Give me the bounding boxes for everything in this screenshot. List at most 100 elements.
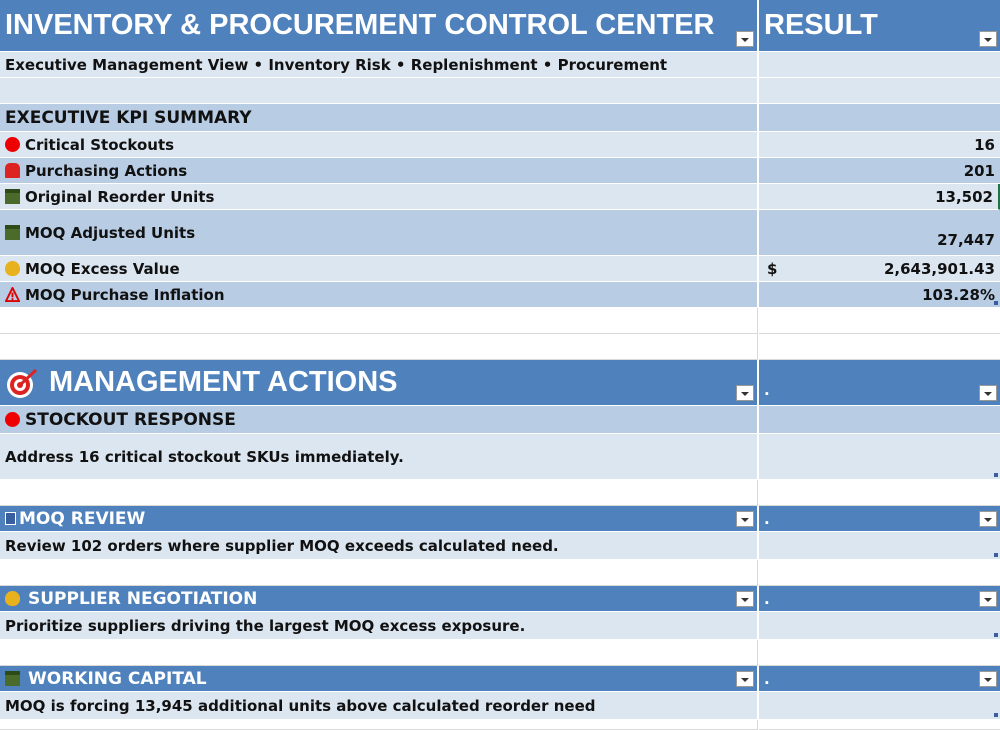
cell xyxy=(759,334,1000,360)
section-text-cell: Review 102 orders where supplier MOQ exc… xyxy=(0,532,757,560)
cell xyxy=(0,334,758,360)
kpi-label-cell: Critical Stockouts xyxy=(0,132,757,158)
filter-button[interactable] xyxy=(979,671,997,687)
currency: $ xyxy=(767,259,778,278)
section-text: Prioritize suppliers driving the largest… xyxy=(5,616,526,635)
marker: . xyxy=(764,381,770,399)
section-title-cell: STOCKOUT RESPONSE xyxy=(0,406,757,434)
cell xyxy=(759,640,1000,666)
kpi-value: 2,643,901.43 xyxy=(883,259,995,278)
filter-button[interactable] xyxy=(736,671,754,687)
marker-cell: . xyxy=(759,666,1000,692)
kpi-value: 13,502 xyxy=(935,187,993,206)
filter-button[interactable] xyxy=(736,385,754,401)
kpi-label: MOQ Excess Value xyxy=(25,259,180,278)
cell xyxy=(759,308,1000,334)
cell xyxy=(0,308,758,334)
icon xyxy=(5,225,20,240)
cell xyxy=(759,692,1000,720)
actions-heading: MANAGEMENT ACTIONS xyxy=(49,366,398,398)
section-text-cell: MOQ is forcing 13,945 additional units a… xyxy=(0,692,757,720)
kpi-value: 16 xyxy=(974,135,995,154)
filter-button[interactable] xyxy=(736,31,754,47)
title: INVENTORY & PROCUREMENT CONTROL CENTER xyxy=(5,9,715,41)
kpi-value-cell: $2,643,901.43 xyxy=(759,256,1000,282)
filter-button[interactable] xyxy=(979,591,997,607)
cell xyxy=(759,406,1000,434)
kpi-label-cell: MOQ Adjusted Units xyxy=(0,210,757,256)
marker: . xyxy=(764,589,770,608)
cell xyxy=(759,612,1000,640)
cell xyxy=(0,78,757,104)
filter-button[interactable] xyxy=(736,511,754,527)
icon xyxy=(5,512,16,525)
section-text: Address 16 critical stockout SKUs immedi… xyxy=(5,447,404,466)
icon xyxy=(5,137,20,152)
marker-cell: . xyxy=(759,586,1000,612)
marker: . xyxy=(764,669,770,688)
subtitle-cell: Executive Management View • Inventory Ri… xyxy=(0,52,757,78)
cell xyxy=(759,434,1000,480)
marker: . xyxy=(764,509,770,528)
kpi-value-cell: 27,447 xyxy=(759,210,1000,256)
cell xyxy=(759,480,1000,506)
filter-button[interactable] xyxy=(979,511,997,527)
icon xyxy=(5,591,20,606)
kpi-label-cell: Original Reorder Units xyxy=(0,184,757,210)
kpi-label-cell: Purchasing Actions xyxy=(0,158,757,184)
kpi-value-cell: 13,502 xyxy=(759,184,1000,210)
marker-cell: . xyxy=(759,506,1000,532)
corner xyxy=(994,713,998,717)
cell xyxy=(759,560,1000,586)
title-cell: INVENTORY & PROCUREMENT CONTROL CENTER xyxy=(0,0,757,52)
cell xyxy=(759,720,1000,730)
result-header: RESULT xyxy=(764,9,878,41)
section-text-cell: Prioritize suppliers driving the largest… xyxy=(0,612,757,640)
kpi-label: Original Reorder Units xyxy=(25,187,215,206)
icon xyxy=(5,287,20,302)
subtitle: Executive Management View • Inventory Ri… xyxy=(5,55,668,74)
section-title: SUPPLIER NEGOTIATION xyxy=(28,588,258,609)
icon xyxy=(5,261,20,276)
corner xyxy=(994,301,998,305)
kpi-heading: EXECUTIVE KPI SUMMARY xyxy=(5,107,252,128)
cell xyxy=(0,560,758,586)
section-text: Review 102 orders where supplier MOQ exc… xyxy=(5,536,559,555)
cell xyxy=(0,480,758,506)
corner xyxy=(994,633,998,637)
corner xyxy=(994,473,998,477)
cell xyxy=(0,640,758,666)
filter-button[interactable] xyxy=(736,591,754,607)
section-title-cell: SUPPLIER NEGOTIATION xyxy=(0,586,757,612)
actions-heading-cell: MANAGEMENT ACTIONS xyxy=(0,360,757,406)
section-title: MOQ REVIEW xyxy=(19,508,146,529)
section-title: STOCKOUT RESPONSE xyxy=(25,409,236,430)
kpi-value: 201 xyxy=(963,161,995,180)
kpi-label-cell: MOQ Excess Value xyxy=(0,256,757,282)
kpi-value-cell: 103.28% xyxy=(759,282,1000,308)
marker-cell: . xyxy=(759,360,1000,406)
corner xyxy=(994,553,998,557)
kpi-value: 27,447 xyxy=(937,231,995,249)
section-text: MOQ is forcing 13,945 additional units a… xyxy=(5,696,596,715)
icon xyxy=(5,189,20,204)
icon xyxy=(5,163,20,178)
filter-button[interactable] xyxy=(979,31,997,47)
target-icon xyxy=(7,368,38,398)
filter-button[interactable] xyxy=(979,385,997,401)
kpi-value-cell: 201 xyxy=(759,158,1000,184)
cell xyxy=(0,720,758,730)
kpi-heading-cell: EXECUTIVE KPI SUMMARY xyxy=(0,104,757,132)
section-title-cell: MOQ REVIEW xyxy=(0,506,757,532)
section-text-cell: Address 16 critical stockout SKUs immedi… xyxy=(0,434,757,480)
cell xyxy=(759,78,1000,104)
section-title: WORKING CAPITAL xyxy=(28,668,207,689)
result-cell: RESULT xyxy=(759,0,1000,52)
kpi-value-cell: 16 xyxy=(759,132,1000,158)
cell xyxy=(759,532,1000,560)
cell xyxy=(759,104,1000,132)
icon xyxy=(5,412,20,427)
kpi-label: Purchasing Actions xyxy=(25,161,188,180)
kpi-label: MOQ Adjusted Units xyxy=(25,223,196,242)
